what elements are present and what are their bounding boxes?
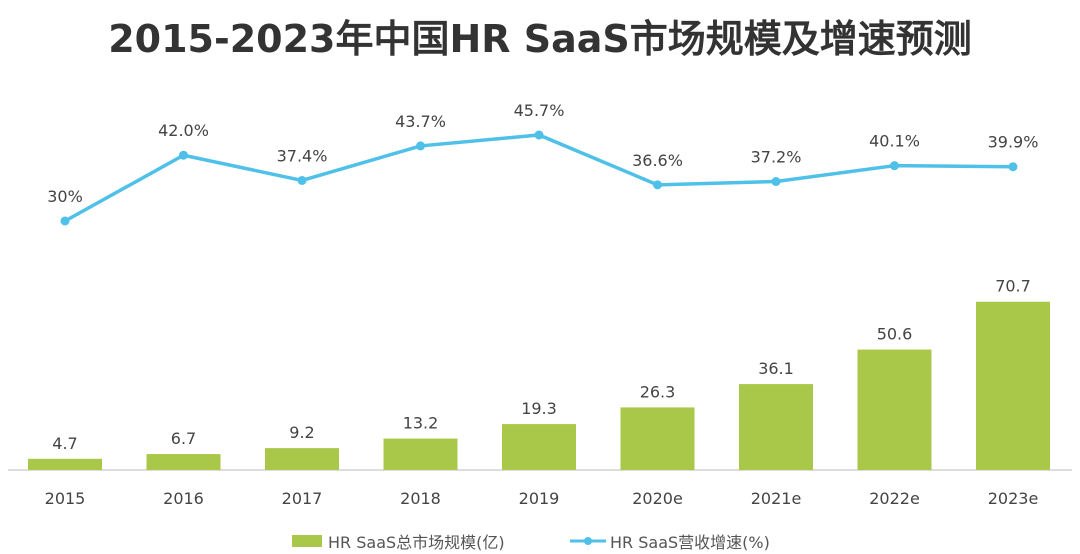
legend-bar-swatch bbox=[292, 535, 322, 547]
line-point bbox=[297, 175, 307, 185]
x-tick-label: 2016 bbox=[163, 489, 204, 508]
line-point bbox=[1008, 162, 1018, 172]
bar bbox=[265, 448, 339, 470]
line-label: 37.2% bbox=[751, 148, 802, 167]
x-tick-label: 2023e bbox=[988, 489, 1039, 508]
bar-label: 6.7 bbox=[171, 429, 196, 448]
chart-title: 2015-2023年中国HR SaaS市场规模及增速预测 bbox=[108, 17, 972, 61]
bar bbox=[383, 438, 458, 470]
bar-label: 4.7 bbox=[52, 434, 77, 453]
bar bbox=[28, 458, 102, 470]
line-label: 36.6% bbox=[632, 151, 683, 170]
x-tick-label: 2019 bbox=[519, 489, 560, 508]
line-point bbox=[653, 180, 662, 190]
bar-label: 50.6 bbox=[877, 325, 913, 344]
bar bbox=[739, 384, 813, 470]
bar-label: 36.1 bbox=[758, 359, 794, 378]
line-label: 30% bbox=[47, 187, 83, 206]
line-label: 39.9% bbox=[988, 133, 1039, 152]
x-tick-label: 2018 bbox=[400, 489, 441, 508]
bar bbox=[620, 407, 695, 470]
x-tick-label: 2015 bbox=[45, 489, 86, 508]
bar bbox=[146, 454, 221, 470]
line-point bbox=[890, 161, 899, 171]
line-label: 43.7% bbox=[395, 112, 446, 131]
x-tick-label: 2021e bbox=[751, 489, 802, 508]
line-point bbox=[179, 150, 188, 160]
x-tick-label: 2017 bbox=[282, 489, 323, 508]
bar-label: 70.7 bbox=[995, 277, 1031, 296]
bar-label: 13.2 bbox=[403, 414, 439, 433]
legend-line-label: HR SaaS营收增速(%) bbox=[610, 533, 770, 552]
bar bbox=[976, 301, 1050, 470]
legend-bar-label: HR SaaS总市场规模(亿) bbox=[328, 533, 505, 552]
bar-label: 9.2 bbox=[289, 423, 314, 442]
line-label: 45.7% bbox=[514, 101, 565, 120]
bar bbox=[502, 424, 576, 470]
line-point bbox=[60, 216, 70, 226]
line-point bbox=[534, 130, 544, 140]
x-tick-label: 2020e bbox=[632, 489, 683, 508]
x-tick-label: 2022e bbox=[869, 489, 920, 508]
bar bbox=[857, 349, 932, 470]
line-label: 37.4% bbox=[277, 146, 328, 165]
line-label: 40.1% bbox=[869, 132, 920, 151]
bar-label: 19.3 bbox=[521, 399, 557, 418]
legend-line-swatch bbox=[570, 537, 606, 545]
legend-item-bars: HR SaaS总市场规模(亿) bbox=[292, 529, 505, 553]
line-label: 42.0% bbox=[158, 121, 209, 140]
line-point bbox=[771, 177, 781, 187]
bar-label: 26.3 bbox=[640, 382, 676, 401]
legend-item-line: HR SaaS营收增速(%) bbox=[570, 529, 770, 553]
line-point bbox=[416, 141, 425, 151]
